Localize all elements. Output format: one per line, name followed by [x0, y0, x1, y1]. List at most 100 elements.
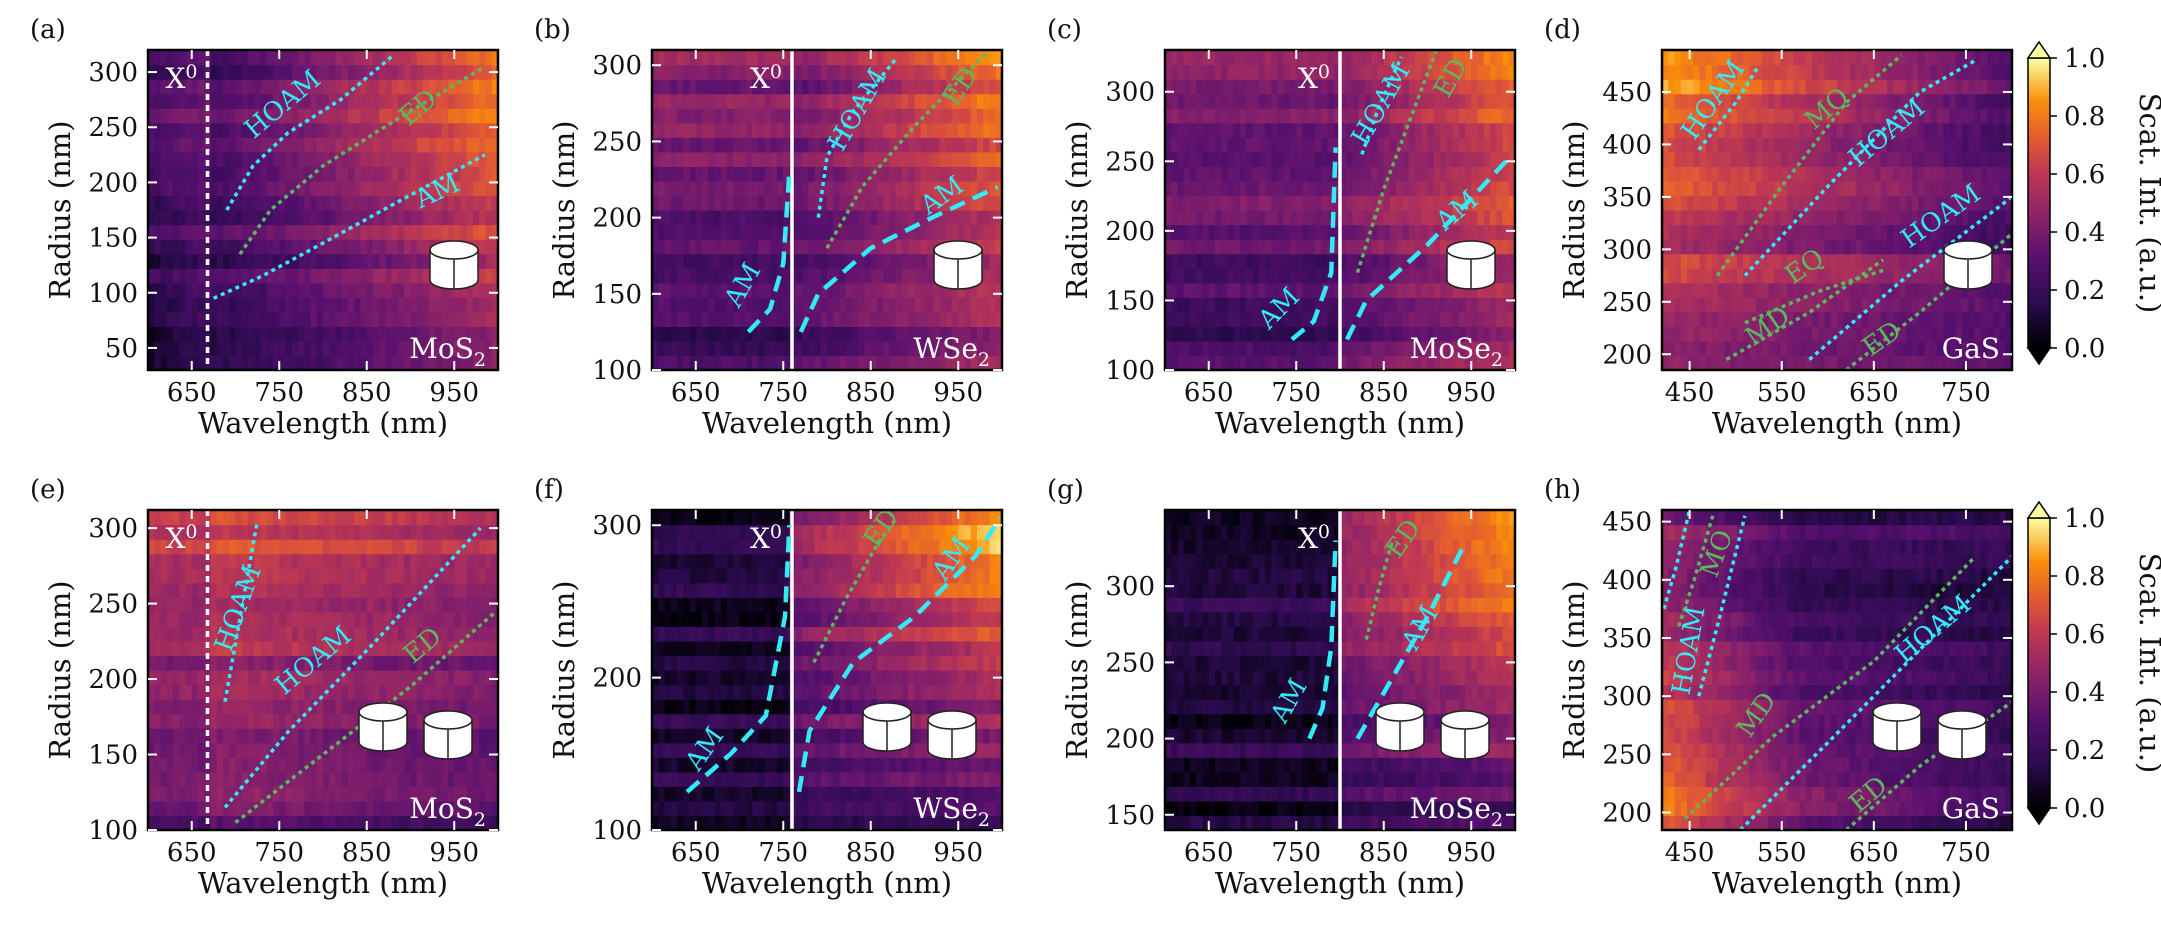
pillar-icon — [423, 710, 473, 760]
y-tick-label: 250 — [1602, 740, 1652, 770]
material-label: MoSe2 — [1410, 792, 1503, 831]
y-axis-label: Radius (nm) — [547, 580, 581, 759]
colorbar-tick-label: 0.2 — [2064, 276, 2105, 306]
y-tick-label: 150 — [592, 280, 642, 310]
colorbar-tick-label: 0.4 — [2064, 678, 2105, 708]
mode-curve-eq — [1744, 268, 1884, 325]
heatmap — [1165, 50, 1515, 370]
x-tick-label: 750 — [1271, 378, 1321, 408]
axes-frame — [1163, 48, 1517, 372]
axes-frame — [1163, 508, 1517, 832]
pillar-icon — [1943, 240, 1993, 290]
x-tick-label: 450 — [1665, 378, 1715, 408]
heatmap — [652, 510, 1002, 830]
mode-curve-am — [1344, 152, 1515, 341]
mode-curve-hoam — [1743, 58, 1977, 277]
x-tick-label: 750 — [254, 378, 304, 408]
y-tick-label: 300 — [592, 511, 642, 541]
y-tick-label: 150 — [1105, 801, 1155, 831]
y-tick-label: 300 — [1105, 572, 1155, 602]
y-tick-label: 400 — [1602, 130, 1652, 160]
panel-label: (b) — [534, 15, 571, 45]
heatmap — [148, 510, 498, 830]
x-tick-label: 750 — [758, 838, 808, 868]
axes-frame — [1660, 508, 2014, 832]
y-tick-label: 200 — [1105, 725, 1155, 755]
mode-curve-md — [1683, 555, 1977, 820]
panel-label: (g) — [1047, 475, 1084, 505]
axes-frame — [650, 48, 1004, 372]
y-tick-label: 100 — [88, 816, 138, 846]
mode-curve-am — [212, 153, 486, 300]
pillar-icon — [1937, 710, 1987, 760]
y-tick-label: 250 — [592, 127, 642, 157]
y-tick-label: 350 — [1602, 624, 1652, 654]
y-tick-label: 200 — [592, 204, 642, 234]
pillar-icon — [862, 702, 912, 752]
mode-curve-am — [746, 171, 792, 334]
y-axis-label: Radius (nm) — [1060, 120, 1094, 299]
y-tick-label: 300 — [1602, 235, 1652, 265]
y-tick-label: 200 — [1105, 217, 1155, 247]
heatmap — [1662, 510, 2012, 830]
x-axis-label: Wavelength (nm) — [198, 866, 448, 900]
x-tick-label: 650 — [1849, 378, 1899, 408]
x-tick-label: 850 — [342, 838, 392, 868]
y-tick-label: 400 — [1602, 566, 1652, 596]
y-tick-label: 300 — [88, 514, 138, 544]
panel-label: (h) — [1544, 475, 1581, 505]
colorbar-tick-label: 0.6 — [2064, 160, 2105, 190]
x-tick-label: 550 — [1757, 838, 1807, 868]
mode-curve-hoam — [223, 526, 482, 809]
y-tick-label: 150 — [1105, 286, 1155, 316]
colorbar-tick-label: 1.0 — [2064, 44, 2105, 74]
y-tick-label: 150 — [88, 224, 138, 254]
y-tick-label: 450 — [1602, 78, 1652, 108]
x-tick-label: 650 — [167, 378, 217, 408]
colorbar-tick-label: 0.8 — [2064, 102, 2105, 132]
axes-frame — [1660, 48, 2014, 372]
x-tick-label: 950 — [933, 838, 983, 868]
x-tick-label: 750 — [1941, 378, 1991, 408]
y-tick-label: 250 — [1105, 648, 1155, 678]
mode-curve-ed — [825, 50, 991, 249]
x-tick-label: 950 — [933, 378, 983, 408]
y-axis-label: Radius (nm) — [547, 120, 581, 299]
x-tick-label: 750 — [254, 838, 304, 868]
x-tick-label: 650 — [671, 378, 721, 408]
colorbar-label: Scat. Int. (a.u.) — [2133, 93, 2161, 314]
mode-curve-am — [1290, 147, 1338, 342]
material-label: MoS2 — [409, 332, 486, 371]
x-tick-label: 950 — [429, 378, 479, 408]
colorbar-tick-label: 0.0 — [2064, 334, 2105, 364]
pillar-icon — [358, 702, 408, 752]
x-tick-label: 950 — [1446, 378, 1496, 408]
axes-frame — [650, 508, 1004, 832]
exciton-label: X0 — [1298, 521, 1330, 555]
colorbar-extend-top — [2026, 500, 2052, 519]
colorbar: 0.0 0.2 0.4 0.6 0.8 1.0 Scat. Int. (a.u.) — [2026, 40, 2161, 366]
pillar-icon — [1440, 710, 1490, 760]
y-tick-label: 150 — [88, 741, 138, 771]
material-label: MoSe2 — [1410, 332, 1503, 371]
mode-curve-hoam — [1808, 195, 2012, 361]
colorbar-tick-label: 0.8 — [2064, 562, 2105, 592]
axes-frame — [146, 48, 500, 372]
y-axis-label: Radius (nm) — [43, 580, 77, 759]
x-axis-label: Wavelength (nm) — [1712, 866, 1962, 900]
y-tick-label: 100 — [88, 279, 138, 309]
y-tick-label: 200 — [88, 665, 138, 695]
pillar-icon — [927, 710, 977, 760]
mode-curve-am — [796, 516, 1002, 793]
y-tick-label: 350 — [1602, 183, 1652, 213]
heatmap — [652, 50, 1002, 370]
y-axis-label: Radius (nm) — [1557, 580, 1591, 759]
mode-curve-ed — [1845, 700, 2012, 830]
pillar-icon — [1872, 702, 1922, 752]
y-tick-label: 250 — [88, 113, 138, 143]
x-tick-label: 850 — [1359, 378, 1409, 408]
colorbar-tick-label: 0.0 — [2064, 794, 2105, 824]
